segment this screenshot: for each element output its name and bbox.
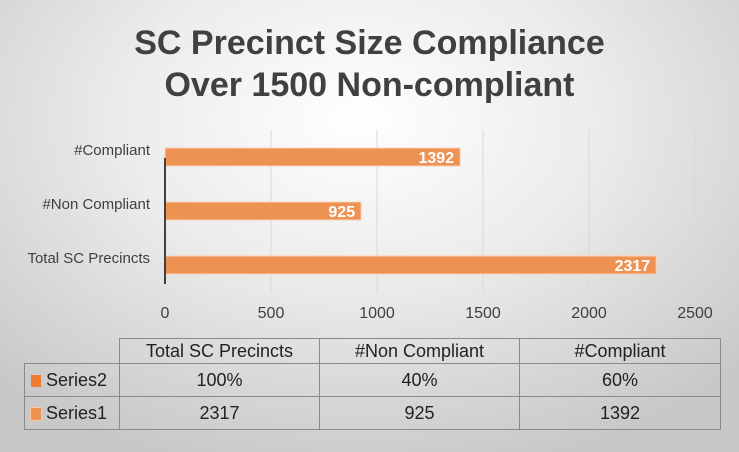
bar: [164, 147, 461, 167]
chart-title: SC Precinct Size Compliance Over 1500 No…: [0, 22, 739, 106]
x-tick-label: 0: [161, 305, 170, 322]
cell: 925: [319, 396, 520, 430]
data-label: 2317: [615, 258, 651, 275]
column-header: #Compliant: [519, 338, 721, 364]
empty-cell: [24, 338, 120, 364]
table-row: Series2 100% 40% 60%: [24, 363, 721, 397]
x-tick-label: 1000: [359, 305, 395, 322]
legend-key-series1: Series1: [24, 396, 120, 430]
column-header: Total SC Precincts: [119, 338, 320, 364]
data-label: 925: [328, 204, 355, 221]
cell: 1392: [519, 396, 721, 430]
x-tick-label: 1500: [465, 305, 501, 322]
x-tick-label: 2000: [571, 305, 607, 322]
legend-swatch: [30, 406, 42, 421]
y-category-label: Total SC Precincts: [27, 250, 150, 267]
cell: 60%: [519, 363, 721, 397]
title-line-1: SC Precinct Size Compliance: [134, 24, 605, 62]
data-label: 1392: [419, 150, 455, 167]
y-category-label: #Non Compliant: [42, 196, 150, 213]
series-name: Series1: [46, 402, 108, 423]
series-name: Series2: [46, 369, 108, 390]
legend-swatch: [31, 374, 41, 387]
legend-key-series2: Series2: [24, 363, 120, 397]
cell: 100%: [119, 363, 320, 397]
x-tick-label: 500: [258, 305, 285, 322]
table-row: Series1 2317 925 1392: [24, 396, 721, 430]
x-tick-label: 2500: [677, 305, 713, 322]
column-header: #Non Compliant: [319, 338, 520, 364]
data-table: Total SC Precincts #Non Compliant #Compl…: [24, 338, 721, 430]
cell: 2317: [119, 396, 320, 430]
title-line-2: Over 1500 Non-compliant: [164, 66, 575, 104]
y-category-label: #Compliant: [74, 142, 151, 159]
bar: [164, 255, 657, 275]
cell: 40%: [319, 363, 520, 397]
data-table-header: Total SC Precincts #Non Compliant #Compl…: [24, 338, 721, 364]
